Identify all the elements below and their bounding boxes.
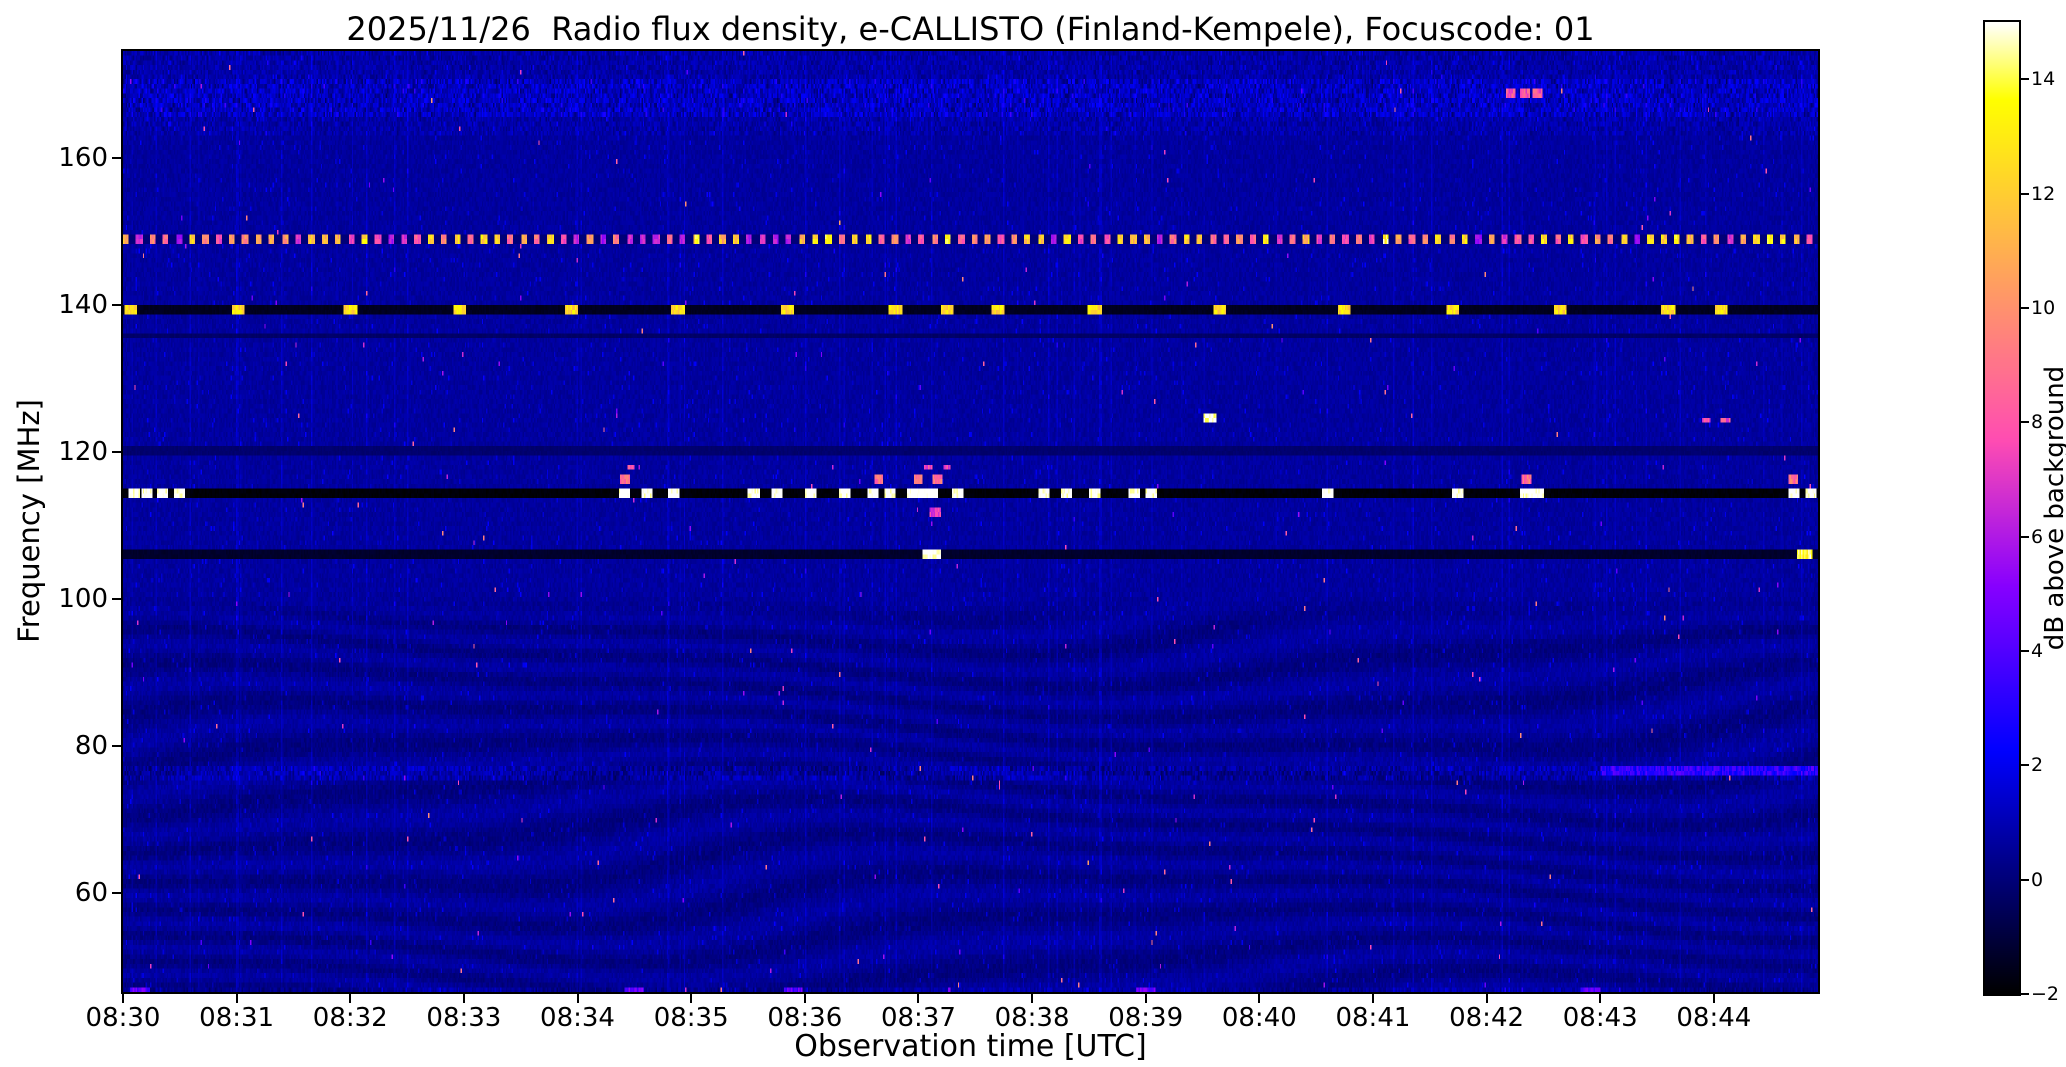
y-tick-mark	[112, 891, 121, 894]
y-tick-label: 100	[58, 583, 108, 614]
colorbar-tick-mark	[2021, 192, 2029, 195]
x-tick-mark	[1485, 994, 1488, 1003]
x-tick-label: 08:34	[540, 1003, 615, 1033]
x-tick-mark	[917, 994, 920, 1003]
x-tick-mark	[235, 994, 238, 1003]
x-tick-label: 08:41	[1335, 1003, 1411, 1033]
spectrogram-canvas	[123, 51, 1818, 992]
x-tick-label: 08:40	[1221, 1003, 1297, 1033]
x-tick-label: 08:38	[994, 1003, 1070, 1033]
colorbar-tick-mark	[2021, 764, 2029, 767]
colorbar-tick-label: 10	[2031, 296, 2056, 319]
x-tick-mark	[1712, 994, 1715, 1003]
x-tick-mark	[1031, 994, 1034, 1003]
colorbar-tick-mark	[2021, 78, 2029, 81]
colorbar-tick-label: 8	[2031, 411, 2044, 434]
colorbar-tick-label: 2	[2031, 754, 2044, 777]
x-tick-label: 08:42	[1449, 1003, 1525, 1033]
x-tick-label: 08:31	[199, 1003, 275, 1033]
chart-title: 2025/11/26 Radio flux density, e-CALLIST…	[346, 10, 1595, 48]
plot-area	[121, 49, 1820, 994]
x-tick-mark	[462, 994, 465, 1003]
colorbar-tick-mark	[2021, 306, 2029, 309]
colorbar-tick-label: 14	[2031, 68, 2056, 91]
x-tick-mark	[122, 994, 124, 1003]
x-tick-label: 08:43	[1562, 1003, 1638, 1033]
x-axis-label: Observation time [UTC]	[794, 1029, 1147, 1064]
y-tick-mark	[112, 597, 121, 600]
x-tick-mark	[1599, 994, 1602, 1003]
colorbar-tick-label: 6	[2031, 525, 2044, 548]
x-tick-mark	[349, 994, 352, 1003]
x-tick-label: 08:32	[312, 1003, 388, 1033]
colorbar	[1983, 20, 2021, 996]
x-tick-label: 08:36	[767, 1003, 843, 1033]
x-tick-mark	[576, 994, 579, 1003]
x-tick-mark	[1258, 994, 1261, 1003]
y-tick-mark	[112, 744, 121, 747]
x-tick-label: 08:39	[1108, 1003, 1184, 1033]
x-tick-mark	[803, 994, 806, 1003]
x-tick-label: 08:33	[426, 1003, 502, 1033]
x-tick-mark	[1144, 994, 1147, 1003]
y-tick-mark	[112, 450, 121, 453]
y-tick-mark	[112, 303, 121, 306]
y-tick-label: 120	[58, 436, 108, 467]
colorbar-tick-mark	[2021, 535, 2029, 538]
x-tick-label: 08:30	[85, 1003, 161, 1033]
colorbar-tick-label: 12	[2031, 182, 2056, 205]
y-tick-label: 160	[58, 142, 108, 173]
x-tick-mark	[1371, 994, 1374, 1003]
x-tick-label: 08:44	[1676, 1003, 1752, 1033]
colorbar-label: dB above background	[2040, 365, 2066, 651]
colorbar-tick-mark	[2021, 421, 2029, 424]
x-tick-label: 08:37	[880, 1003, 956, 1033]
y-tick-label: 80	[74, 730, 108, 761]
colorbar-tick-label: −2	[2031, 983, 2060, 1005]
colorbar-tick-label: 0	[2031, 868, 2044, 891]
x-tick-label: 08:35	[653, 1003, 729, 1033]
x-tick-mark	[690, 994, 693, 1003]
colorbar-tick-label: 4	[2031, 639, 2044, 662]
colorbar-tick-mark	[2021, 878, 2029, 881]
y-tick-label: 60	[74, 877, 108, 908]
y-tick-label: 140	[58, 289, 108, 320]
colorbar-gradient-canvas	[1985, 22, 2019, 994]
y-tick-mark	[112, 156, 121, 159]
colorbar-tick-mark	[2021, 993, 2029, 995]
colorbar-tick-mark	[2021, 649, 2029, 652]
